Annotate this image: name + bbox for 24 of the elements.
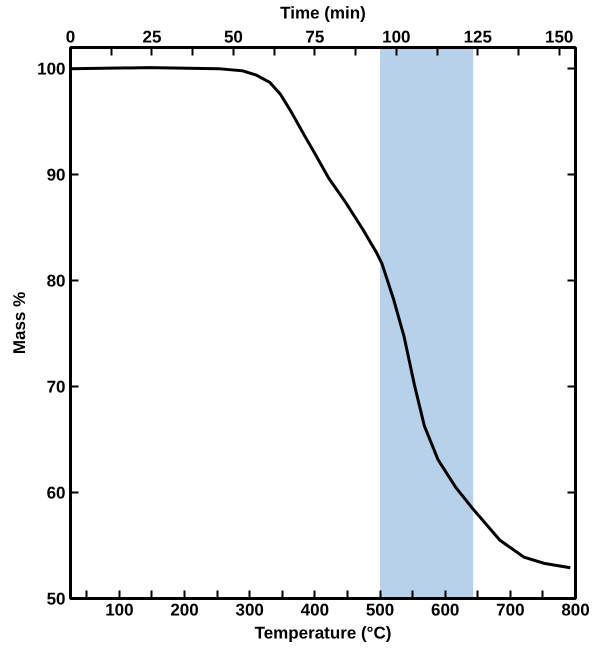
x2-tick-label: 25: [142, 28, 162, 46]
x-tick-label: 100: [105, 600, 134, 620]
y-tick-label: 80: [46, 272, 66, 291]
x-tick-label: 200: [170, 600, 199, 620]
y-tick-label: 90: [46, 166, 66, 185]
x-tick-label: 400: [300, 600, 330, 620]
x2-axis-title: Time (min): [280, 4, 366, 22]
y-axis-title: Mass %: [10, 292, 30, 354]
x-axis-title: Temperature (°C): [254, 624, 392, 642]
y-tick-label: 60: [46, 484, 66, 503]
x2-tick-label: 0: [66, 28, 76, 46]
x2-tick-label: 50: [224, 28, 243, 46]
y-tick-label: 70: [46, 378, 66, 397]
x-tick-label: 300: [236, 600, 264, 620]
x-tick-label: 700: [496, 600, 525, 620]
x-tick-label: 500: [366, 600, 394, 620]
x2-tick-label: 100: [382, 28, 410, 46]
x2-tick-label: 125: [464, 28, 492, 46]
x-tick-label: 800: [561, 600, 590, 620]
x2-tick-label: 150: [545, 28, 574, 46]
x2-tick-label: 75: [305, 28, 324, 46]
y-tick-label: 100: [37, 60, 66, 79]
x-tick-label: 600: [430, 600, 460, 620]
y-tick-label: 50: [46, 590, 66, 608]
